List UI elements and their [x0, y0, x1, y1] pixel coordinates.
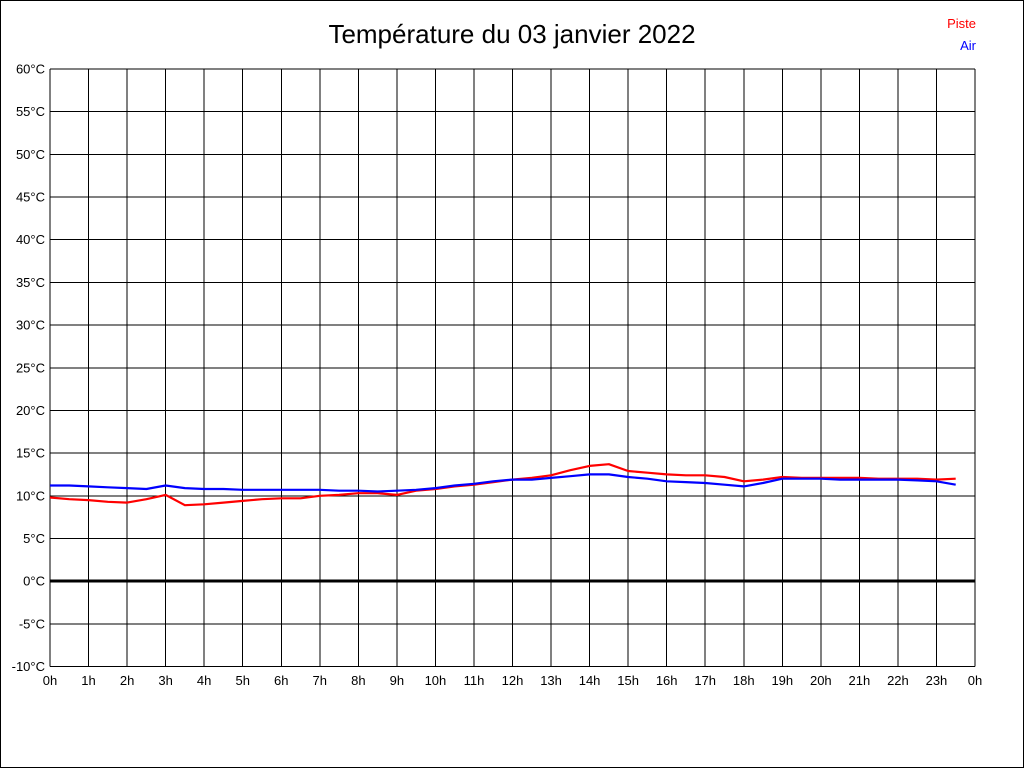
x-tick-label: 13h	[540, 673, 562, 688]
x-tick-label: 17h	[694, 673, 716, 688]
x-tick-label: 18h	[733, 673, 755, 688]
y-tick-label: 15°C	[16, 446, 45, 461]
x-tick-label: 7h	[313, 673, 327, 688]
x-tick-label: 10h	[425, 673, 447, 688]
y-tick-label: -5°C	[19, 616, 45, 631]
x-tick-label: 16h	[656, 673, 678, 688]
legend-item-piste: Piste	[947, 16, 976, 31]
y-tick-label: 10°C	[16, 488, 45, 503]
x-tick-label: 19h	[771, 673, 793, 688]
y-tick-label: 5°C	[23, 531, 45, 546]
x-tick-label: 15h	[617, 673, 639, 688]
x-tick-label: 1h	[81, 673, 95, 688]
series-air-line	[50, 473, 956, 493]
x-tick-label: 20h	[810, 673, 832, 688]
x-tick-label: 4h	[197, 673, 211, 688]
x-tick-label: 14h	[579, 673, 601, 688]
y-tick-label: 25°C	[16, 360, 45, 375]
x-tick-label: 0h	[968, 673, 982, 688]
y-tick-label: -10°C	[12, 659, 45, 674]
y-tick-label: 60°C	[16, 62, 45, 77]
x-tick-label: 5h	[235, 673, 249, 688]
x-tick-label: 8h	[351, 673, 365, 688]
legend-item-air: Air	[960, 38, 976, 53]
chart-title: Température du 03 janvier 2022	[328, 19, 696, 49]
y-tick-label: 35°C	[16, 275, 45, 290]
y-tick-label: 50°C	[16, 147, 45, 162]
x-tick-label: 6h	[274, 673, 288, 688]
y-tick-label: 20°C	[16, 403, 45, 418]
x-tick-label: 21h	[849, 673, 871, 688]
y-tick-label: 0°C	[23, 574, 45, 589]
x-tick-label: 0h	[43, 673, 57, 688]
x-tick-label: 23h	[926, 673, 948, 688]
x-tick-label: 11h	[464, 673, 485, 688]
x-tick-label: 3h	[158, 673, 172, 688]
legend: Piste Air	[947, 13, 976, 57]
x-tick-label: 22h	[887, 673, 909, 688]
y-tick-label: 40°C	[16, 232, 45, 247]
y-tick-label: 30°C	[16, 318, 45, 333]
series-piste-line	[49, 463, 956, 507]
y-tick-label: 55°C	[16, 104, 45, 119]
x-tick-label: 2h	[120, 673, 134, 688]
y-tick-label: 45°C	[16, 190, 45, 205]
x-tick-label: 12h	[502, 673, 524, 688]
x-tick-label: 9h	[390, 673, 404, 688]
